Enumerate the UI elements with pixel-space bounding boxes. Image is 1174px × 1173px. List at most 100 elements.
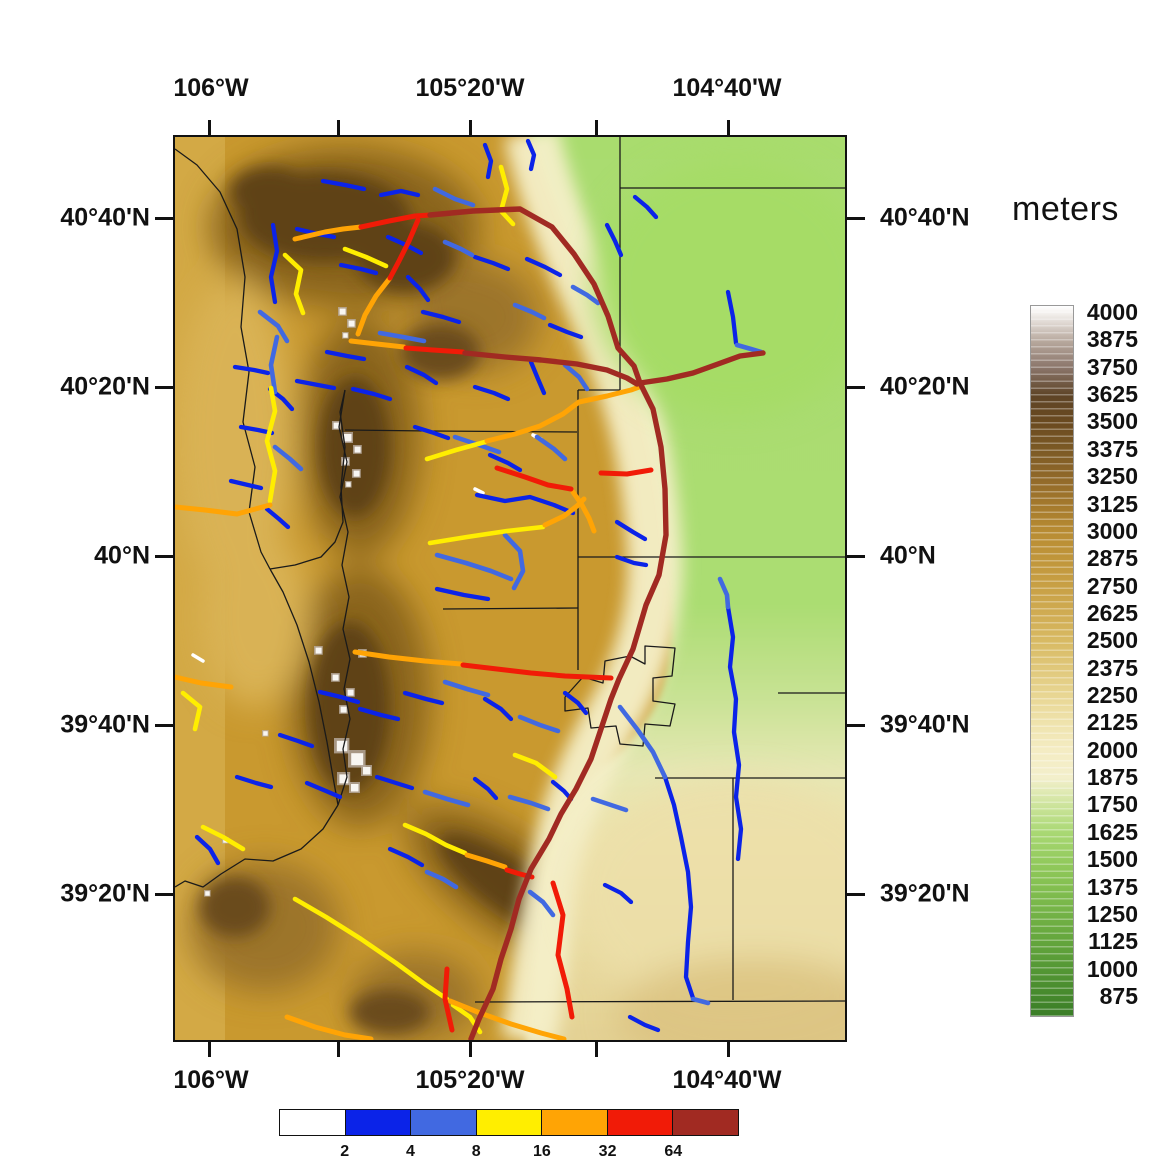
stream-blue bbox=[547, 322, 584, 340]
stream-blue bbox=[264, 506, 291, 530]
stream-royalblue bbox=[272, 444, 304, 472]
stream-yellow bbox=[512, 752, 558, 780]
colorbar-tick-label: 3000 bbox=[1086, 517, 1138, 544]
stream-blue bbox=[524, 256, 563, 278]
legend-color-cell bbox=[607, 1110, 674, 1135]
stream-red bbox=[387, 217, 421, 281]
longitude-tick bbox=[207, 120, 211, 136]
snow-peak bbox=[263, 731, 268, 736]
colorbar-tick-label: 3375 bbox=[1086, 435, 1138, 462]
longitude-tick bbox=[726, 1041, 730, 1057]
stream-orange bbox=[355, 275, 393, 337]
colorbar-tick-label: 2250 bbox=[1086, 682, 1138, 709]
stream-orange bbox=[484, 383, 645, 444]
latitude-label: 39°40'N bbox=[880, 710, 970, 739]
longitude-label: 104°40'W bbox=[672, 1066, 782, 1094]
stream-blue bbox=[627, 1014, 661, 1033]
stream-royalblue bbox=[562, 362, 590, 392]
longitude-label: 104°40'W bbox=[672, 74, 782, 102]
stream-blue bbox=[482, 696, 514, 722]
stream-blue bbox=[228, 478, 264, 491]
county-boundary-line bbox=[474, 1000, 845, 1003]
stream-royalblue bbox=[517, 714, 561, 734]
legend-color-cell bbox=[542, 1110, 608, 1135]
colorbar-tick-label: 1500 bbox=[1086, 846, 1138, 873]
latitude-tick bbox=[846, 554, 865, 558]
colorbar-tick-label: 3625 bbox=[1086, 381, 1138, 408]
latitude-tick bbox=[846, 216, 865, 220]
colorbar-tick-label: 3750 bbox=[1086, 353, 1138, 380]
snow-peak bbox=[353, 470, 360, 477]
stream-red bbox=[550, 880, 575, 1020]
longitude-label: 106°W bbox=[173, 1066, 249, 1094]
legend-tick-label: 64 bbox=[664, 1143, 683, 1160]
stream-royalblue bbox=[377, 330, 427, 344]
legend-tick-label: 4 bbox=[405, 1143, 415, 1160]
stream-blue bbox=[472, 776, 499, 801]
longitude-label: 106°W bbox=[173, 74, 249, 102]
stream-yellow bbox=[427, 524, 546, 546]
stream-red bbox=[403, 345, 466, 355]
longitude-tick bbox=[336, 120, 340, 136]
snow-peak bbox=[340, 706, 347, 713]
stream-orange bbox=[284, 1014, 374, 1040]
stream-yellow bbox=[180, 690, 203, 732]
stream-orange bbox=[348, 338, 407, 350]
stream-blue bbox=[320, 178, 367, 192]
longitude-label: 105°20'W bbox=[415, 1066, 525, 1094]
stream-blue bbox=[472, 254, 511, 272]
colorbar-tick-label: 1000 bbox=[1086, 955, 1138, 982]
stream-blue bbox=[277, 732, 315, 749]
stream-white bbox=[191, 653, 205, 663]
stream-blue bbox=[338, 262, 379, 276]
stream-orange bbox=[447, 998, 567, 1040]
stream-yellow bbox=[200, 824, 246, 852]
stream-blue bbox=[472, 384, 511, 402]
latitude-tick bbox=[155, 385, 174, 389]
longitude-tick bbox=[594, 1041, 598, 1057]
stream-blue bbox=[194, 834, 221, 866]
map-frame bbox=[173, 135, 847, 1042]
stream-red bbox=[460, 662, 614, 681]
stream-yellow bbox=[292, 896, 450, 1002]
legend-color-cell bbox=[476, 1110, 543, 1135]
latitude-label: 40°40'N bbox=[60, 203, 150, 232]
stream-orange bbox=[175, 502, 273, 517]
terrain-base bbox=[175, 137, 845, 1040]
stream-blue bbox=[525, 138, 537, 172]
latitude-label: 40°N bbox=[94, 541, 150, 570]
stream-yellow bbox=[402, 822, 468, 856]
longitude-tick bbox=[336, 1041, 340, 1057]
stream-blue bbox=[614, 519, 648, 542]
stream-blue bbox=[662, 774, 696, 1001]
stream-blue bbox=[602, 882, 634, 905]
stream-blue bbox=[604, 222, 624, 258]
stream-red bbox=[598, 467, 654, 477]
stream-red bbox=[442, 966, 455, 1033]
stream-blue bbox=[474, 492, 576, 516]
stream-blue bbox=[420, 309, 462, 325]
stream-white bbox=[473, 487, 485, 495]
stream-royalblue bbox=[432, 186, 476, 208]
snow-peak bbox=[347, 689, 354, 696]
county-boundary-line bbox=[337, 389, 351, 806]
stream-royalblue bbox=[424, 869, 459, 890]
stream-blue bbox=[304, 780, 343, 800]
county-boundary-line bbox=[175, 804, 339, 888]
stream-blue bbox=[350, 386, 393, 402]
stream-blue bbox=[378, 188, 421, 198]
latitude-tick bbox=[846, 385, 865, 389]
snow-peak bbox=[333, 422, 340, 429]
stream-blue bbox=[434, 586, 491, 602]
stream-blue bbox=[324, 349, 367, 362]
stream-royalblue bbox=[570, 284, 601, 306]
stream-orange bbox=[542, 496, 587, 528]
stream-orange bbox=[570, 489, 597, 534]
latitude-tick bbox=[155, 892, 174, 896]
colorbar-tick-label: 2750 bbox=[1086, 572, 1138, 599]
stream-red bbox=[494, 465, 574, 492]
longitude-label: 105°20'W bbox=[415, 74, 525, 102]
stream-orange bbox=[175, 674, 234, 690]
stream-darkred bbox=[462, 350, 640, 387]
stream-orange bbox=[464, 852, 508, 870]
